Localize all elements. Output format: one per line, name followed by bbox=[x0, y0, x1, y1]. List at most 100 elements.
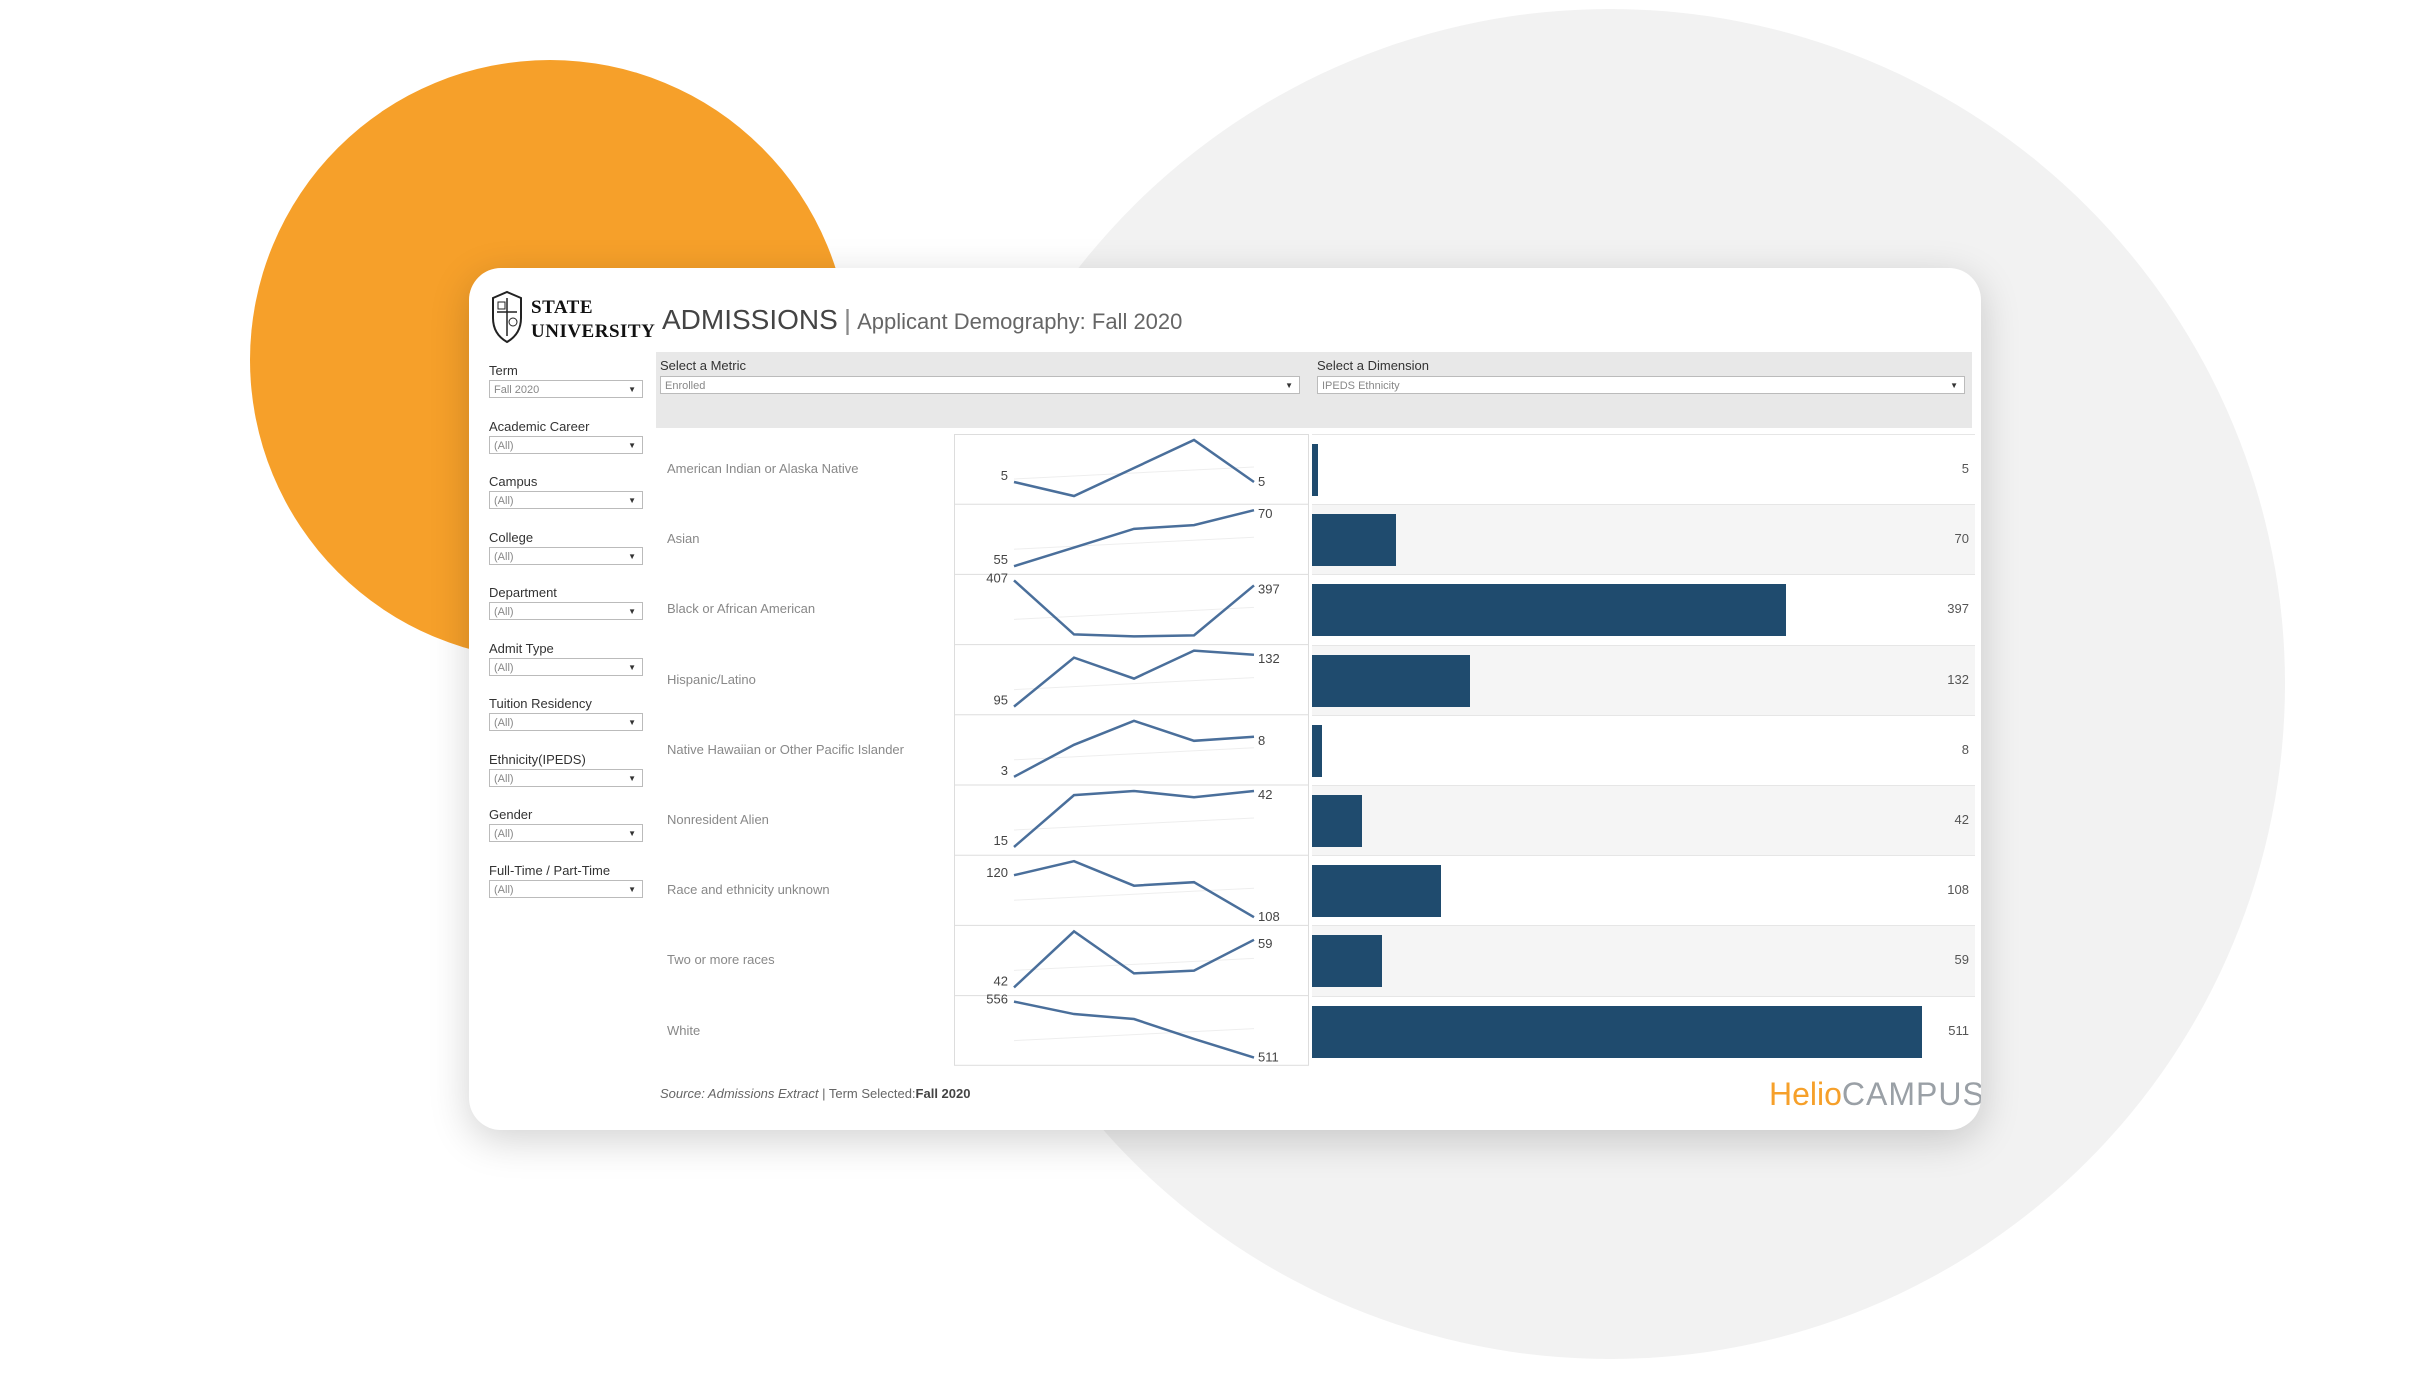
filter-panel: Term Fall 2020 ▼ Academic Career (All) ▼ Cam… bbox=[489, 362, 649, 917]
sparkline-trendline bbox=[1013, 466, 1255, 480]
bar[interactable] bbox=[1312, 584, 1786, 637]
term-selected-value: Fall 2020 bbox=[915, 1086, 971, 1101]
bar[interactable] bbox=[1312, 444, 1318, 496]
filter-label: Ethnicity(IPEDS) bbox=[489, 751, 586, 767]
bar[interactable] bbox=[1312, 514, 1396, 567]
bar[interactable] bbox=[1312, 654, 1470, 707]
campus-select[interactable]: (All) ▼ bbox=[489, 491, 643, 509]
bar[interactable] bbox=[1312, 795, 1363, 847]
filter-fulltime-parttime: Full-Time / Part-Time (All) ▼ bbox=[489, 862, 649, 918]
sparkline-trendline bbox=[1013, 747, 1255, 761]
sparkline-end-label: 511 bbox=[1258, 1050, 1279, 1065]
bar[interactable] bbox=[1312, 865, 1441, 918]
dashboard-card: STATE UNIVERSITY ADMISSIONS | Applicant De… bbox=[469, 268, 1981, 1130]
sparkline bbox=[1013, 508, 1255, 568]
metric-label: Select a Metric bbox=[660, 358, 746, 373]
sparkline-start-label: 95 bbox=[994, 693, 1008, 708]
sparkline bbox=[1013, 929, 1255, 989]
category-label: Black or African American bbox=[667, 601, 816, 617]
sparkline-end-label: 42 bbox=[1258, 787, 1272, 802]
sparkline-start-label: 42 bbox=[994, 973, 1008, 988]
filter-department: Department (All) ▼ bbox=[489, 584, 649, 640]
category-label: Hispanic/Latino bbox=[667, 671, 756, 687]
page-subtitle: Applicant Demography: Fall 2020 bbox=[857, 309, 1183, 334]
bar-value-label: 132 bbox=[1947, 671, 1969, 687]
admit-type-select[interactable]: (All) ▼ bbox=[489, 657, 643, 676]
dropdown-arrow-icon: ▼ bbox=[628, 440, 636, 450]
category-label: Race and ethnicity unknown bbox=[667, 882, 830, 898]
bar[interactable] bbox=[1312, 935, 1383, 988]
term-select[interactable]: Fall 2020 ▼ bbox=[489, 380, 643, 398]
bar-value-label: 8 bbox=[1961, 741, 1969, 757]
dropdown-arrow-icon: ▼ bbox=[628, 551, 636, 561]
sparkline-end-label: 70 bbox=[1258, 506, 1272, 521]
filter-tuition-residency: Tuition Residency (All) ▼ bbox=[489, 695, 649, 751]
sparkline-end-label: 397 bbox=[1258, 581, 1280, 596]
bar-value-label: 397 bbox=[1947, 601, 1969, 617]
gender-select[interactable]: (All) ▼ bbox=[489, 824, 643, 842]
filter-campus: Campus (All) ▼ bbox=[489, 473, 649, 529]
title-separator: | bbox=[843, 304, 852, 335]
dimension-label: Select a Dimension bbox=[1317, 358, 1429, 373]
logo-text: STATE UNIVERSITY bbox=[531, 296, 655, 344]
sparkline-end-label: 8 bbox=[1258, 733, 1265, 748]
category-label: American Indian or Alaska Native bbox=[667, 461, 859, 476]
filter-ethnicity: Ethnicity(IPEDS) (All) ▼ bbox=[489, 751, 649, 807]
bar-chart-panel: 5 70 397 132 8 42 108 59 511 bbox=[1312, 434, 1975, 1074]
bar-value-label: 70 bbox=[1954, 531, 1969, 547]
sparkline-trendline bbox=[1013, 536, 1255, 550]
university-logo: STATE UNIVERSITY bbox=[487, 290, 657, 350]
college-select[interactable]: (All) ▼ bbox=[489, 546, 643, 565]
metric-value: Enrolled bbox=[665, 380, 706, 392]
filter-label: Admit Type bbox=[489, 640, 554, 656]
filter-label: Full-Time / Part-Time bbox=[489, 862, 611, 878]
bar[interactable] bbox=[1312, 724, 1322, 777]
filter-value: (All) bbox=[494, 717, 514, 729]
dimension-value: IPEDS Ethnicity bbox=[1322, 380, 1400, 392]
ethnicity-select[interactable]: (All) ▼ bbox=[489, 768, 643, 787]
sparkline-start-label: 3 bbox=[1001, 763, 1008, 778]
sparkline bbox=[1013, 649, 1255, 708]
sparkline bbox=[1013, 859, 1255, 919]
footer-source: Source: Admissions Extract | Term Select… bbox=[660, 1086, 970, 1101]
dropdown-arrow-icon: ▼ bbox=[628, 718, 636, 727]
page-title: ADMISSIONS | Applicant Demography: Fall 20… bbox=[662, 304, 1182, 336]
bar[interactable] bbox=[1312, 1005, 1922, 1058]
filter-label: Tuition Residency bbox=[489, 696, 592, 711]
category-label: Native Hawaiian or Other Pacific Islande… bbox=[667, 741, 904, 757]
filter-label: Academic Career bbox=[489, 418, 590, 434]
category-label: Nonresident Alien bbox=[667, 812, 769, 827]
tuition-residency-select[interactable]: (All) ▼ bbox=[489, 713, 643, 731]
filter-value: (All) bbox=[494, 495, 514, 507]
dropdown-arrow-icon: ▼ bbox=[628, 829, 636, 838]
sparkline-end-label: 108 bbox=[1258, 909, 1280, 924]
metric-select[interactable]: Enrolled ▼ bbox=[660, 376, 1300, 394]
sparkline-start-label: 120 bbox=[986, 865, 1008, 880]
dropdown-arrow-icon: ▼ bbox=[628, 496, 636, 505]
filter-value: (All) bbox=[494, 828, 514, 840]
term-selected-label: Term Selected: bbox=[828, 1086, 916, 1101]
filter-label: Campus bbox=[489, 474, 538, 489]
filter-value: (All) bbox=[494, 661, 514, 674]
dropdown-arrow-icon: ▼ bbox=[628, 884, 636, 894]
bar-row bbox=[1312, 925, 1975, 997]
academic-career-select[interactable]: (All) ▼ bbox=[489, 435, 643, 454]
dropdown-arrow-icon: ▼ bbox=[628, 385, 636, 394]
fulltime-parttime-select[interactable]: (All) ▼ bbox=[489, 879, 643, 898]
brand-campus: CAMPUS bbox=[1841, 1076, 1981, 1112]
bar-value-label: 108 bbox=[1947, 882, 1969, 898]
dimension-select[interactable]: IPEDS Ethnicity ▼ bbox=[1317, 376, 1965, 394]
brand-helio: Helio bbox=[1769, 1076, 1842, 1112]
department-select[interactable]: (All) ▼ bbox=[489, 602, 643, 620]
filter-label: Term bbox=[489, 363, 518, 378]
filter-label: College bbox=[489, 529, 534, 545]
sparkline-end-label: 5 bbox=[1258, 474, 1265, 489]
filter-term: Term Fall 2020 ▼ bbox=[489, 362, 649, 418]
dropdown-arrow-icon: ▼ bbox=[1285, 381, 1293, 390]
logo-line1: STATE bbox=[531, 297, 593, 318]
bar-value-label: 511 bbox=[1948, 1022, 1969, 1038]
category-label: Two or more races bbox=[667, 952, 775, 968]
sparkline-start-label: 5 bbox=[1001, 468, 1008, 483]
shield-icon bbox=[492, 290, 522, 344]
dropdown-arrow-icon: ▼ bbox=[1950, 381, 1958, 390]
